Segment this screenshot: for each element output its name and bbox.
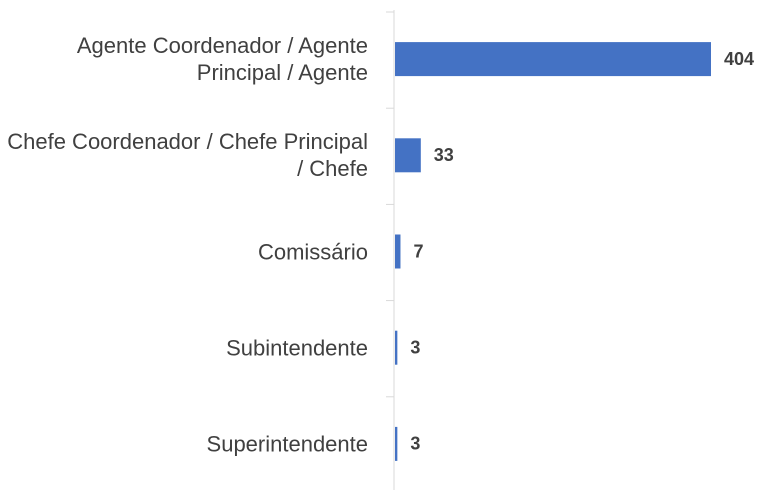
value-label: 33 xyxy=(434,145,454,165)
category-label: Superintendente xyxy=(206,431,368,457)
value-label: 7 xyxy=(413,241,423,261)
category-label: Chefe Coordenador / Chefe Principal / Ch… xyxy=(7,129,368,182)
bar xyxy=(395,138,421,173)
category-label: Comissário xyxy=(257,239,368,264)
bar xyxy=(395,42,711,77)
value-label: 404 xyxy=(724,49,754,69)
bar xyxy=(395,426,398,461)
bar xyxy=(395,234,401,269)
value-label: 3 xyxy=(410,337,420,357)
category-label: Agente Coordenador / Agente Principal / … xyxy=(76,33,368,86)
bar xyxy=(395,330,398,365)
category-label: Subintendente xyxy=(226,335,368,361)
value-label: 3 xyxy=(410,434,420,454)
